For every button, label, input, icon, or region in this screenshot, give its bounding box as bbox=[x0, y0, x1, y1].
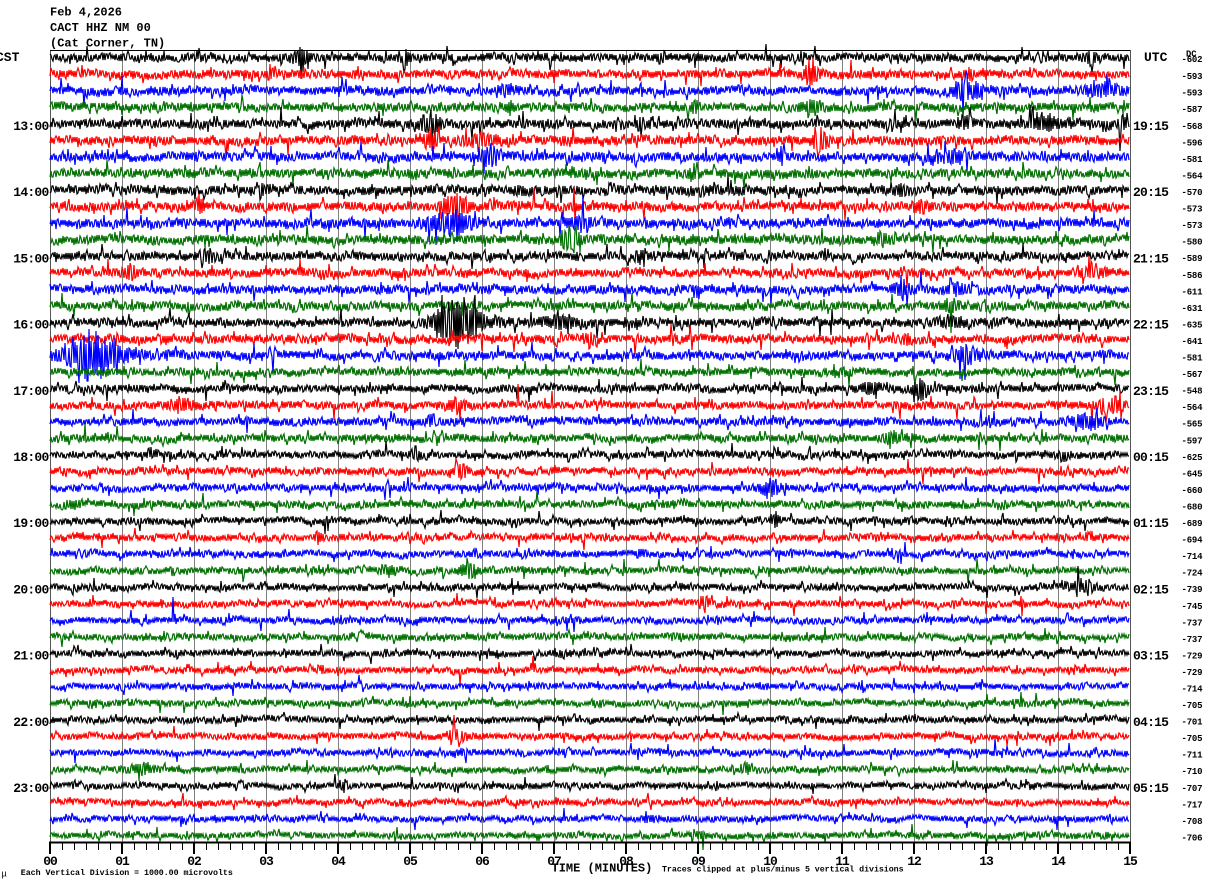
svg-text:20:15: 20:15 bbox=[1133, 185, 1169, 200]
svg-text:14: 14 bbox=[1051, 854, 1066, 869]
svg-text:19:00: 19:00 bbox=[13, 516, 49, 531]
svg-text:03:15: 03:15 bbox=[1133, 649, 1169, 664]
svg-text:-548: -548 bbox=[1182, 387, 1203, 397]
svg-text:-706: -706 bbox=[1182, 834, 1203, 844]
svg-text:DC: DC bbox=[1186, 50, 1197, 60]
svg-text:-711: -711 bbox=[1182, 751, 1204, 761]
svg-text:-631: -631 bbox=[1182, 304, 1204, 314]
svg-text:-586: -586 bbox=[1182, 271, 1203, 281]
svg-text:Each Vertical Division = 1000.: Each Vertical Division = 1000.00 microvo… bbox=[21, 868, 233, 878]
svg-text:μ: μ bbox=[2, 870, 8, 880]
svg-text:-565: -565 bbox=[1182, 420, 1203, 430]
svg-text:-581: -581 bbox=[1182, 155, 1204, 165]
svg-text:08: 08 bbox=[619, 854, 634, 869]
svg-text:23:00: 23:00 bbox=[13, 781, 49, 796]
svg-text:22:00: 22:00 bbox=[13, 715, 49, 730]
svg-text:CACT HHZ NM 00: CACT HHZ NM 00 bbox=[50, 21, 151, 35]
svg-text:-567: -567 bbox=[1182, 370, 1203, 380]
svg-text:-635: -635 bbox=[1182, 320, 1203, 330]
svg-text:-717: -717 bbox=[1182, 800, 1203, 810]
svg-text:(Cat Corner, TN): (Cat Corner, TN) bbox=[50, 37, 165, 51]
svg-text:15: 15 bbox=[1123, 854, 1138, 869]
svg-text:-689: -689 bbox=[1182, 519, 1203, 529]
svg-text:-573: -573 bbox=[1182, 205, 1203, 215]
svg-text:-568: -568 bbox=[1182, 122, 1203, 132]
svg-text:00:15: 00:15 bbox=[1133, 450, 1169, 465]
svg-text:21:15: 21:15 bbox=[1133, 251, 1169, 266]
svg-text:TIME (MINUTES): TIME (MINUTES) bbox=[552, 862, 653, 876]
svg-text:UTC: UTC bbox=[1144, 50, 1168, 65]
svg-text:-660: -660 bbox=[1182, 486, 1203, 496]
svg-text:-625: -625 bbox=[1182, 453, 1203, 463]
svg-text:-593: -593 bbox=[1182, 72, 1203, 82]
svg-text:19:15: 19:15 bbox=[1133, 119, 1169, 134]
svg-text:09: 09 bbox=[691, 854, 706, 869]
svg-text:-589: -589 bbox=[1182, 254, 1203, 264]
svg-text:02:15: 02:15 bbox=[1133, 582, 1169, 597]
svg-text:22:15: 22:15 bbox=[1133, 318, 1169, 333]
svg-text:-707: -707 bbox=[1182, 784, 1203, 794]
svg-text:-611: -611 bbox=[1182, 287, 1204, 297]
svg-text:16:00: 16:00 bbox=[13, 318, 49, 333]
svg-text:07: 07 bbox=[547, 854, 561, 869]
svg-text:21:00: 21:00 bbox=[13, 649, 49, 664]
svg-text:-737: -737 bbox=[1182, 618, 1203, 628]
svg-text:04: 04 bbox=[331, 854, 346, 869]
svg-text:18:00: 18:00 bbox=[13, 450, 49, 465]
svg-text:03: 03 bbox=[259, 854, 274, 869]
svg-text:00: 00 bbox=[43, 854, 58, 869]
svg-text:-641: -641 bbox=[1182, 337, 1204, 347]
svg-text:-573: -573 bbox=[1182, 221, 1203, 231]
svg-text:-680: -680 bbox=[1182, 503, 1203, 513]
svg-text:-737: -737 bbox=[1182, 635, 1203, 645]
svg-text:-580: -580 bbox=[1182, 238, 1203, 248]
svg-text:01: 01 bbox=[115, 854, 130, 869]
svg-text:Feb 4,2026: Feb 4,2026 bbox=[50, 6, 122, 20]
svg-text:-708: -708 bbox=[1182, 817, 1203, 827]
svg-text:14:00: 14:00 bbox=[13, 185, 49, 200]
svg-text:23:15: 23:15 bbox=[1133, 384, 1169, 399]
svg-text:-564: -564 bbox=[1182, 172, 1204, 182]
svg-text:20:00: 20:00 bbox=[13, 582, 49, 597]
svg-text:05:15: 05:15 bbox=[1133, 781, 1169, 796]
svg-text:15:00: 15:00 bbox=[13, 251, 49, 266]
svg-text:-714: -714 bbox=[1182, 685, 1204, 695]
svg-text:04:15: 04:15 bbox=[1133, 715, 1169, 730]
svg-text:-593: -593 bbox=[1182, 89, 1203, 99]
svg-text:-724: -724 bbox=[1182, 569, 1204, 579]
svg-text:05: 05 bbox=[403, 854, 418, 869]
svg-text:02: 02 bbox=[187, 854, 202, 869]
svg-text:12: 12 bbox=[907, 854, 922, 869]
svg-text:-570: -570 bbox=[1182, 188, 1203, 198]
svg-text:-602: -602 bbox=[1182, 55, 1203, 65]
svg-text:-645: -645 bbox=[1182, 469, 1203, 479]
svg-text:-564: -564 bbox=[1182, 403, 1204, 413]
svg-text:-581: -581 bbox=[1182, 354, 1204, 364]
svg-text:10: 10 bbox=[763, 854, 778, 869]
svg-text:17:00: 17:00 bbox=[13, 384, 49, 399]
svg-text:-694: -694 bbox=[1182, 536, 1204, 546]
svg-text:-597: -597 bbox=[1182, 436, 1203, 446]
svg-text:-710: -710 bbox=[1182, 767, 1203, 777]
svg-text:13: 13 bbox=[979, 854, 994, 869]
svg-text:-729: -729 bbox=[1182, 651, 1203, 661]
svg-text:-745: -745 bbox=[1182, 602, 1203, 612]
svg-text:CST: CST bbox=[0, 50, 20, 65]
svg-text:-739: -739 bbox=[1182, 585, 1203, 595]
svg-text:-705: -705 bbox=[1182, 734, 1203, 744]
svg-text:-714: -714 bbox=[1182, 552, 1204, 562]
svg-text:06: 06 bbox=[475, 854, 490, 869]
svg-text:13:00: 13:00 bbox=[13, 119, 49, 134]
svg-text:-729: -729 bbox=[1182, 668, 1203, 678]
svg-text:-587: -587 bbox=[1182, 105, 1203, 115]
svg-text:11: 11 bbox=[835, 854, 850, 869]
svg-text:-701: -701 bbox=[1182, 718, 1204, 728]
svg-text:-705: -705 bbox=[1182, 701, 1203, 711]
svg-text:01:15: 01:15 bbox=[1133, 516, 1169, 531]
svg-text:Traces clipped at plus/minus 5: Traces clipped at plus/minus 5 vertical … bbox=[662, 865, 904, 875]
svg-text:-596: -596 bbox=[1182, 138, 1203, 148]
